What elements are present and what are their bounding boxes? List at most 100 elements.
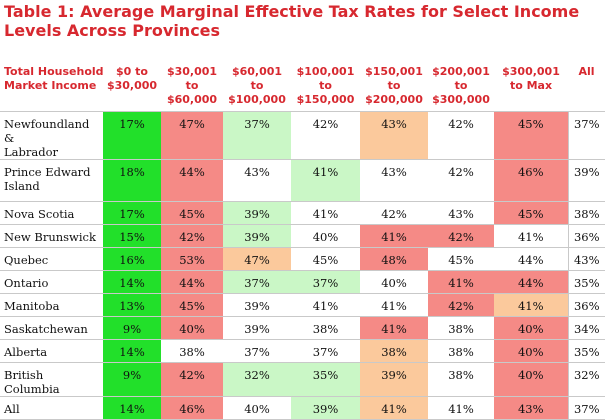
- rate-cell: 46%: [161, 396, 223, 420]
- province-name: Prince Edward Island: [0, 159, 103, 202]
- province-name: Nova Scotia: [0, 201, 103, 225]
- tax-rate-table: Total Household Market Income $0 to $30,000…: [0, 63, 605, 420]
- rate-cell: 40%: [223, 396, 291, 420]
- province-name-line: Newfoundland &: [4, 117, 90, 145]
- rate-cell: 39%: [360, 362, 428, 397]
- rate-cell: 45%: [428, 247, 494, 271]
- column-header-line: $300,000: [432, 93, 490, 106]
- column-header-line: $150,000: [296, 93, 355, 106]
- rate-cell: 32%: [223, 362, 291, 397]
- rate-cell: 36%: [567, 293, 605, 317]
- rate-cell: 42%: [428, 224, 494, 248]
- rate-cell: 39%: [223, 224, 291, 248]
- province-name: Alberta: [0, 339, 103, 363]
- rate-cell: 41%: [428, 396, 494, 420]
- rate-cell: 41%: [494, 224, 568, 248]
- table-row: Quebec 16% 53% 47% 45% 48% 45% 44% 43%: [0, 247, 605, 271]
- table-row: Prince Edward Island 18% 44% 43% 41% 43% 42% 46%…: [0, 159, 605, 202]
- column-header-line: $60,000: [166, 93, 218, 106]
- rate-cell: 42%: [428, 293, 494, 317]
- rate-cell: 39%: [223, 316, 291, 340]
- rate-cell: 35%: [567, 270, 605, 294]
- column-header-line: Total Household: [4, 65, 104, 78]
- table-row: British Columbia 9% 42% 32% 35% 39% 38% 40% 32%: [0, 362, 605, 397]
- rate-cell: 36%: [567, 224, 605, 248]
- province-name-line: Nova Scotia: [4, 207, 75, 221]
- column-header-line: to: [454, 79, 468, 92]
- rate-cell: 41%: [360, 293, 428, 317]
- rate-cell: 37%: [291, 339, 360, 363]
- rate-cell: 45%: [161, 293, 223, 317]
- table-row: All 14% 46% 40% 39% 41% 41% 43% 37%: [0, 396, 605, 420]
- rate-cell: 43%: [428, 201, 494, 225]
- table-row: Nova Scotia 17% 45% 39% 41% 42% 43% 45% 38%: [0, 201, 605, 225]
- header-row: Total Household Market Income $0 to $30,000…: [0, 63, 605, 112]
- column-header-line: $30,001: [166, 65, 218, 78]
- column-header-line: $30,000: [106, 79, 158, 92]
- column-header-line: $200,001: [432, 65, 490, 78]
- rate-cell: 34%: [567, 316, 605, 340]
- rate-cell: 42%: [291, 111, 360, 160]
- province-name-line: New Brunswick: [4, 230, 96, 244]
- rate-cell: 44%: [161, 270, 223, 294]
- column-header: Total Household Market Income: [0, 63, 104, 112]
- rate-cell: 42%: [428, 111, 494, 160]
- rate-cell: 39%: [291, 396, 360, 420]
- rate-cell: 41%: [494, 293, 568, 317]
- rate-cell: 40%: [494, 362, 568, 397]
- province-name-line: British Columbia: [4, 368, 60, 396]
- rate-cell: 14%: [103, 396, 161, 420]
- province-name-line: Quebec: [4, 253, 49, 267]
- column-header: $0 to $30,000: [103, 63, 161, 112]
- rate-cell: 41%: [428, 270, 494, 294]
- rate-cell: 40%: [291, 224, 360, 248]
- rate-cell: 48%: [360, 247, 428, 271]
- rate-cell: 14%: [103, 339, 161, 363]
- column-header-line: $300,001: [502, 65, 560, 78]
- rate-cell: 37%: [567, 396, 605, 420]
- table-row: Saskatchewan 9% 40% 39% 38% 41% 38% 40% 34%: [0, 316, 605, 340]
- column-header-line: $100,000: [228, 93, 286, 106]
- rate-cell: 9%: [103, 316, 161, 340]
- rate-cell: 40%: [494, 316, 568, 340]
- rate-cell: 46%: [494, 159, 568, 202]
- table-row: Alberta 14% 38% 37% 37% 38% 38% 40% 35%: [0, 339, 605, 363]
- rate-cell: 44%: [494, 247, 568, 271]
- rate-cell: 37%: [223, 111, 291, 160]
- rate-cell: 43%: [567, 247, 605, 271]
- rate-cell: 38%: [428, 362, 494, 397]
- rate-cell: 37%: [567, 111, 605, 160]
- rate-cell: 40%: [494, 339, 568, 363]
- column-header-line: $0 to: [116, 65, 148, 78]
- rate-cell: 37%: [223, 339, 291, 363]
- rate-cell: 42%: [161, 224, 223, 248]
- rate-cell: 44%: [494, 270, 568, 294]
- rate-cell: 38%: [291, 316, 360, 340]
- table-row: Manitoba 13% 45% 39% 41% 41% 42% 41% 36%: [0, 293, 605, 317]
- rate-cell: 41%: [360, 316, 428, 340]
- rate-cell: 39%: [223, 201, 291, 225]
- province-name: Ontario: [0, 270, 103, 294]
- rate-cell: 32%: [567, 362, 605, 397]
- column-header-line: to: [250, 79, 264, 92]
- column-header: All: [568, 63, 605, 112]
- column-header: $200,001 to $300,000: [428, 63, 494, 112]
- table-row: Ontario 14% 44% 37% 37% 40% 41% 44% 35%: [0, 270, 605, 294]
- table-row: New Brunswick 15% 42% 39% 40% 41% 42% 41% 36%: [0, 224, 605, 248]
- column-header-line: $60,001: [231, 65, 283, 78]
- rate-cell: 18%: [103, 159, 161, 202]
- province-name-line: Manitoba: [4, 299, 60, 313]
- column-header-line: $150,001: [365, 65, 423, 78]
- rate-cell: 35%: [567, 339, 605, 363]
- province-name: Quebec: [0, 247, 103, 271]
- column-header: $30,001 to $60,000: [161, 63, 223, 112]
- rate-cell: 38%: [360, 339, 428, 363]
- province-name-line: Alberta: [4, 345, 48, 359]
- rate-cell: 43%: [223, 159, 291, 202]
- province-name-line: All: [4, 402, 20, 416]
- table-title: Table 1: Average Marginal Effective Tax …: [4, 2, 580, 40]
- rate-cell: 44%: [161, 159, 223, 202]
- rate-cell: 41%: [291, 159, 360, 202]
- column-header-line: All: [578, 65, 595, 78]
- rate-cell: 45%: [494, 111, 568, 160]
